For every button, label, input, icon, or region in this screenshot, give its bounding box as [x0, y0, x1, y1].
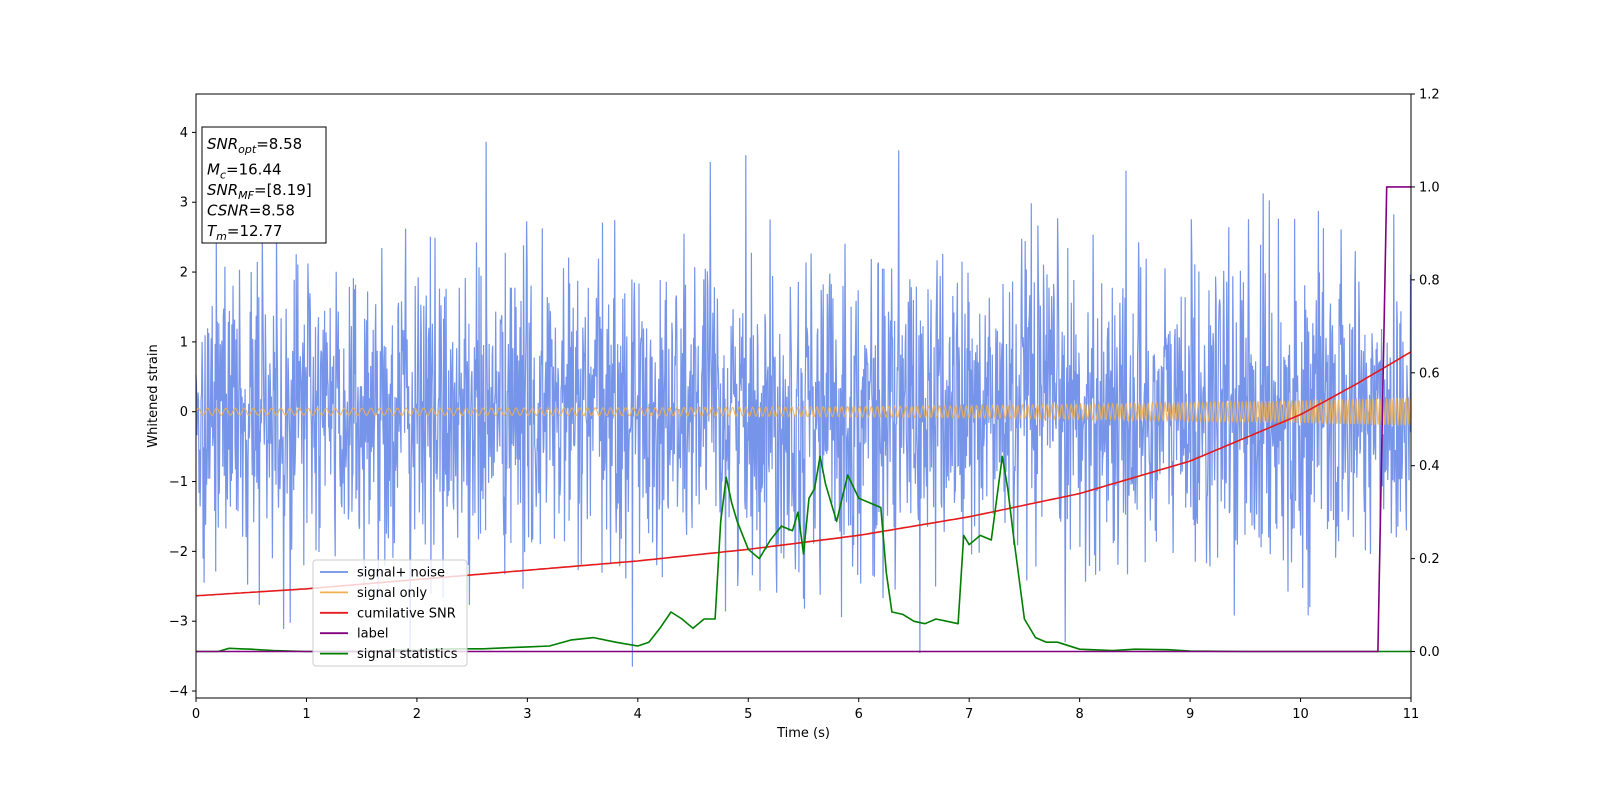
annotation-line: SNRopt=8.58 — [207, 135, 302, 156]
annotation-symbol: CSNR — [207, 202, 249, 220]
right-y-tick-label: 0.0 — [1419, 645, 1440, 660]
x-tick-label: 7 — [965, 707, 973, 722]
annotation-subscript: MF — [238, 189, 254, 202]
left-y-tick-label: −3 — [169, 615, 188, 630]
annotation-line: Tm=12.77 — [207, 222, 282, 243]
axes-frame — [195, 93, 1412, 699]
annotation-line: SNRMF=[8.19] — [207, 181, 312, 202]
left-y-tick-label: 3 — [180, 196, 188, 211]
annotation-value: =8.58 — [249, 202, 295, 220]
left-y-tick-label: −4 — [169, 685, 188, 700]
annotation-symbol: SNR — [207, 135, 238, 153]
y-axis-label: Whitened strain — [146, 344, 161, 447]
annotation-line: CSNR=8.58 — [207, 202, 295, 220]
x-axis-label: Time (s) — [776, 726, 830, 741]
legend: signal+ noise signal only cumilative SNR la… — [312, 559, 468, 667]
left-y-tick-label: 4 — [180, 126, 188, 141]
annotation-subscript: opt — [238, 143, 257, 156]
annotation-value: =16.44 — [226, 161, 282, 179]
left-y-tick-label: −2 — [169, 545, 188, 560]
x-tick-label: 1 — [302, 707, 310, 722]
annotation-subscript: c — [220, 169, 226, 182]
annotation-symbol: M — [207, 161, 220, 179]
right-y-tick-label: 0.2 — [1419, 552, 1440, 567]
series-signal-noise — [195, 141, 1412, 667]
x-tick-label: 2 — [413, 707, 421, 722]
right-y-tick-label: 0.4 — [1419, 459, 1440, 474]
annotation-value: =[8.19] — [254, 181, 312, 199]
annotation-symbol: SNR — [207, 181, 238, 199]
annotation-line: Mc=16.44 — [207, 161, 282, 182]
left-y-tick-label: 0 — [180, 405, 188, 420]
x-tick-label: 4 — [634, 707, 642, 722]
right-y-tick-label: 0.6 — [1419, 366, 1440, 381]
x-tick-label: 9 — [1186, 707, 1194, 722]
legend-label: label — [357, 627, 388, 642]
legend-label: signal+ noise — [357, 566, 445, 581]
x-tick-label: 10 — [1292, 707, 1309, 722]
left-y-tick-label: 1 — [180, 335, 188, 350]
annotation-frame — [201, 126, 327, 244]
x-axis-ticks: 0 1 2 3 4 5 6 7 8 9 10 11 — [192, 698, 1419, 722]
right-y-tick-label: 0.8 — [1419, 273, 1440, 288]
legend-label: signal only — [357, 586, 427, 601]
left-y-axis-ticks: −4 −3 −2 −1 0 1 2 3 4 — [169, 126, 196, 700]
right-y-axis-ticks: 0.0 0.2 0.4 0.6 0.8 1.0 1.2 — [1411, 88, 1440, 660]
left-y-tick-label: −1 — [169, 475, 188, 490]
annotation-value: =12.77 — [227, 222, 283, 240]
series-signal-statistics — [196, 455, 1411, 653]
x-tick-label: 0 — [192, 707, 200, 722]
legend-label: signal statistics — [357, 647, 458, 662]
x-tick-label: 6 — [855, 707, 863, 722]
x-tick-label: 3 — [523, 707, 531, 722]
series-label — [196, 186, 1411, 653]
legend-label: cumilative SNR — [357, 606, 456, 621]
series-signal-only — [195, 396, 1412, 426]
right-y-tick-label: 1.0 — [1419, 180, 1440, 195]
left-y-tick-label: 2 — [180, 266, 188, 281]
annotation-subscript: m — [216, 230, 227, 243]
right-y-tick-label: 1.2 — [1419, 88, 1440, 103]
x-tick-label: 11 — [1403, 707, 1420, 722]
annotation-value: =8.58 — [256, 135, 302, 153]
x-tick-label: 5 — [744, 707, 752, 722]
legend-frame — [312, 559, 468, 667]
annotation-box: SNRopt=8.58Mc=16.44SNRMF=[8.19]CSNR=8.58… — [201, 126, 327, 244]
x-tick-label: 8 — [1075, 707, 1083, 722]
annotation-symbol: T — [207, 222, 218, 240]
